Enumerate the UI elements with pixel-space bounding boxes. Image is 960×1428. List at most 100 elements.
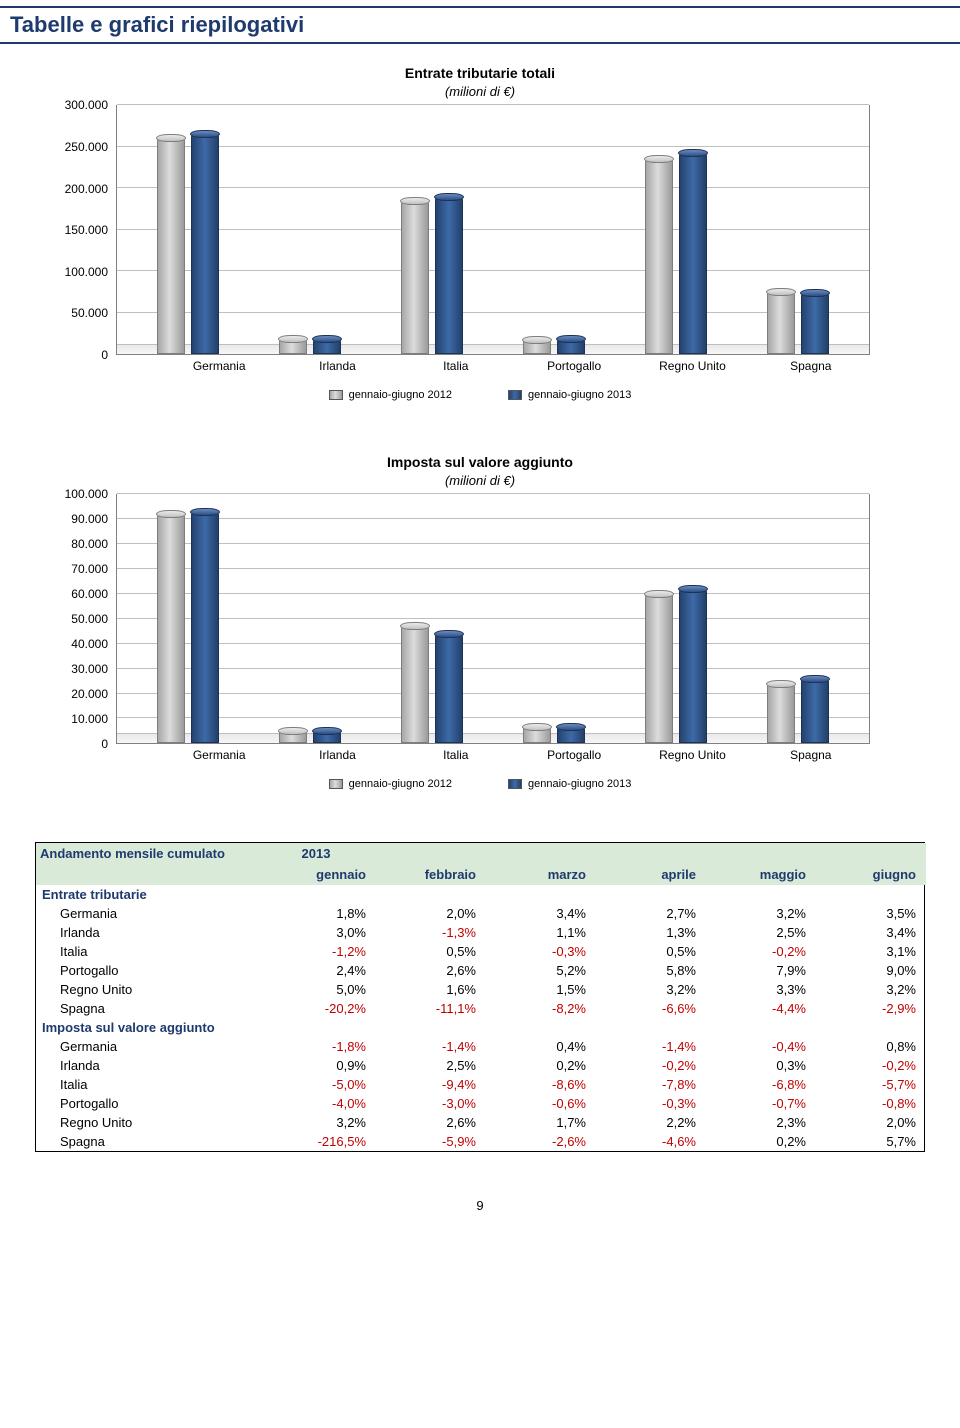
data-cell: 2,0% <box>816 1113 926 1132</box>
bar <box>313 731 341 743</box>
bar-group <box>753 494 843 743</box>
data-cell: 3,5% <box>816 904 926 923</box>
x-category-label: Regno Unito <box>647 748 737 762</box>
data-cell: 0,9% <box>266 1056 376 1075</box>
data-cell: 3,0% <box>266 923 376 942</box>
col-header: marzo <box>486 864 596 885</box>
y-tick-label: 0 <box>101 737 108 751</box>
data-cell: 3,2% <box>706 904 816 923</box>
bar <box>401 626 429 743</box>
data-cell: -4,4% <box>706 999 816 1018</box>
data-cell: -6,8% <box>706 1075 816 1094</box>
x-category-label: Italia <box>411 359 501 373</box>
legend-swatch <box>508 779 522 789</box>
bar-group <box>387 494 477 743</box>
table-year-cell: 2013 <box>266 843 376 864</box>
data-cell: 0,5% <box>596 942 706 961</box>
x-category-label: Irlanda <box>292 359 382 373</box>
row-label: Germania <box>36 1037 266 1056</box>
data-cell: -20,2% <box>266 999 376 1018</box>
data-cell: 2,6% <box>376 961 486 980</box>
row-label: Spagna <box>36 1132 266 1151</box>
bar <box>679 589 707 743</box>
data-cell: -9,4% <box>376 1075 486 1094</box>
data-cell: 3,2% <box>816 980 926 999</box>
data-cell: 3,3% <box>706 980 816 999</box>
bar <box>435 634 463 744</box>
data-cell: -0,8% <box>816 1094 926 1113</box>
table-header-row: Andamento mensile cumulato 2013 <box>36 843 926 864</box>
data-cell: -4,0% <box>266 1094 376 1113</box>
bar <box>157 514 185 743</box>
table-row: Spagna-20,2%-11,1%-8,2%-6,6%-4,4%-2,9% <box>36 999 926 1018</box>
bar-group <box>143 105 233 354</box>
data-cell: 1,5% <box>486 980 596 999</box>
section-label: Entrate tributarie <box>36 885 926 904</box>
legend-item: gennaio-giugno 2012 <box>329 389 452 401</box>
page-title-bar: Tabelle e grafici riepilogativi <box>0 6 960 44</box>
table-row: Irlanda3,0%-1,3%1,1%1,3%2,5%3,4% <box>36 923 926 942</box>
table-row: Italia-1,2%0,5%-0,3%0,5%-0,2%3,1% <box>36 942 926 961</box>
data-cell: -11,1% <box>376 999 486 1018</box>
table-section-row: Entrate tributarie <box>36 885 926 904</box>
x-category-label: Spagna <box>766 748 856 762</box>
bar <box>191 512 219 744</box>
bar <box>523 727 551 743</box>
x-category-label: Portogallo <box>529 359 619 373</box>
row-label: Irlanda <box>36 1056 266 1075</box>
data-cell: 1,3% <box>596 923 706 942</box>
bar <box>191 134 219 354</box>
y-tick-label: 200.000 <box>65 182 108 196</box>
table-row: Irlanda0,9%2,5%0,2%-0,2%0,3%-0,2% <box>36 1056 926 1075</box>
data-cell: -1,4% <box>376 1037 486 1056</box>
bar <box>557 339 585 354</box>
bar <box>401 201 429 355</box>
y-tick-label: 20.000 <box>71 687 108 701</box>
data-cell: 0,2% <box>706 1132 816 1151</box>
data-cell: -0,2% <box>706 942 816 961</box>
row-label: Regno Unito <box>36 1113 266 1132</box>
data-cell: -5,7% <box>816 1075 926 1094</box>
bar <box>645 594 673 743</box>
data-cell: 9,0% <box>816 961 926 980</box>
row-label: Spagna <box>36 999 266 1018</box>
table-row: Spagna-216,5%-5,9%-2,6%-4,6%0,2%5,7% <box>36 1132 926 1151</box>
data-cell: -4,6% <box>596 1132 706 1151</box>
bar <box>279 339 307 354</box>
bar <box>279 731 307 743</box>
table-row: Germania1,8%2,0%3,4%2,7%3,2%3,5% <box>36 904 926 923</box>
legend-swatch <box>329 779 343 789</box>
y-tick-label: 100.000 <box>65 265 108 279</box>
x-category-label: Germania <box>174 748 264 762</box>
col-header: maggio <box>706 864 816 885</box>
table-row: Portogallo-4,0%-3,0%-0,6%-0,3%-0,7%-0,8% <box>36 1094 926 1113</box>
bar <box>679 153 707 354</box>
legend-item: gennaio-giugno 2013 <box>508 778 631 790</box>
legend-item: gennaio-giugno 2013 <box>508 389 631 401</box>
x-category-label: Italia <box>411 748 501 762</box>
x-category-label: Germania <box>174 359 264 373</box>
bar <box>557 727 585 743</box>
data-cell: -0,3% <box>486 942 596 961</box>
data-cell: 2,2% <box>596 1113 706 1132</box>
y-tick-label: 30.000 <box>71 662 108 676</box>
data-cell: -8,2% <box>486 999 596 1018</box>
bar-group <box>387 105 477 354</box>
bar-group <box>753 105 843 354</box>
data-cell: 2,4% <box>266 961 376 980</box>
data-cell: -0,3% <box>596 1094 706 1113</box>
chart-subtitle: (milioni di €) <box>90 84 870 99</box>
data-cell: 1,1% <box>486 923 596 942</box>
data-cell: -0,2% <box>816 1056 926 1075</box>
bar <box>523 340 551 354</box>
table-title-cell: Andamento mensile cumulato <box>36 843 266 864</box>
table-columns-row: gennaio febbraio marzo aprile maggio giu… <box>36 864 926 885</box>
col-header: gennaio <box>266 864 376 885</box>
data-cell: -0,4% <box>706 1037 816 1056</box>
row-label: Italia <box>36 1075 266 1094</box>
data-cell: -2,6% <box>486 1132 596 1151</box>
data-cell: -0,6% <box>486 1094 596 1113</box>
page-title: Tabelle e grafici riepilogativi <box>10 12 950 38</box>
row-label: Germania <box>36 904 266 923</box>
legend-label: gennaio-giugno 2013 <box>528 389 631 401</box>
